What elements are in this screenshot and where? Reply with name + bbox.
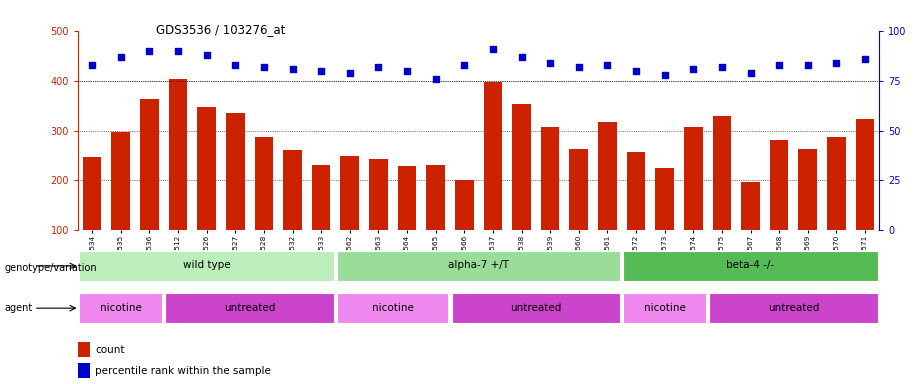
Point	[572, 64, 586, 70]
Point	[429, 76, 443, 82]
Text: genotype/variation: genotype/variation	[5, 263, 97, 273]
Bar	[709, 293, 878, 323]
Bar	[140, 99, 158, 280]
Point	[600, 61, 615, 68]
Text: untreated: untreated	[224, 303, 276, 313]
Text: alpha-7 +/T: alpha-7 +/T	[448, 260, 509, 270]
Bar	[426, 164, 445, 280]
Bar	[226, 113, 245, 280]
Bar	[169, 79, 188, 280]
Point	[285, 66, 300, 72]
Bar	[512, 104, 531, 280]
Bar	[78, 342, 90, 357]
Bar	[627, 152, 646, 280]
Bar	[369, 159, 387, 280]
Point	[85, 61, 100, 68]
Point	[772, 61, 787, 68]
Bar	[684, 127, 703, 280]
Bar	[713, 116, 731, 280]
Bar	[197, 107, 216, 280]
Point	[343, 70, 357, 76]
Point	[228, 61, 243, 68]
Point	[714, 64, 729, 70]
Bar	[341, 156, 359, 280]
Bar	[311, 164, 331, 280]
Point	[457, 61, 472, 68]
Bar	[769, 139, 789, 280]
Bar	[283, 150, 302, 280]
Point	[142, 48, 157, 54]
Point	[543, 60, 558, 66]
Point	[686, 66, 701, 72]
Point	[857, 56, 872, 62]
Point	[371, 64, 386, 70]
Text: nicotine: nicotine	[100, 303, 142, 313]
Text: wild type: wild type	[183, 260, 231, 270]
Bar	[655, 168, 674, 280]
Text: untreated: untreated	[768, 303, 819, 313]
Bar	[165, 293, 333, 323]
Point	[200, 51, 214, 58]
Bar	[799, 149, 817, 280]
Bar	[80, 293, 162, 323]
Bar	[827, 137, 845, 280]
Point	[399, 68, 414, 74]
Bar	[856, 119, 875, 280]
Text: untreated: untreated	[510, 303, 562, 313]
Bar	[570, 149, 588, 280]
Bar	[624, 293, 706, 323]
Text: percentile rank within the sample: percentile rank within the sample	[95, 366, 271, 376]
Bar	[452, 293, 620, 323]
Text: nicotine: nicotine	[372, 303, 414, 313]
Point	[514, 54, 529, 60]
Bar	[598, 122, 616, 280]
Bar	[455, 180, 474, 280]
Point	[170, 48, 185, 54]
Bar	[398, 166, 417, 280]
Bar	[741, 182, 760, 280]
Bar	[80, 251, 333, 281]
Bar	[255, 137, 273, 280]
Point	[743, 70, 758, 76]
Text: beta-4 -/-: beta-4 -/-	[726, 260, 775, 270]
Text: nicotine: nicotine	[644, 303, 685, 313]
Point	[256, 64, 271, 70]
Point	[829, 60, 844, 66]
Text: count: count	[95, 344, 125, 354]
Point	[658, 71, 672, 78]
Bar	[112, 132, 130, 280]
Point	[801, 61, 815, 68]
Text: GDS3536 / 103276_at: GDS3536 / 103276_at	[156, 23, 285, 36]
Point	[314, 68, 329, 74]
Text: agent: agent	[5, 303, 33, 313]
Bar	[82, 157, 102, 280]
Point	[114, 54, 128, 60]
Bar	[78, 363, 90, 378]
Bar	[484, 82, 502, 280]
Point	[628, 68, 643, 74]
Bar	[540, 127, 560, 280]
Bar	[337, 293, 449, 323]
Bar	[337, 251, 620, 281]
Bar	[624, 251, 878, 281]
Point	[485, 46, 500, 52]
